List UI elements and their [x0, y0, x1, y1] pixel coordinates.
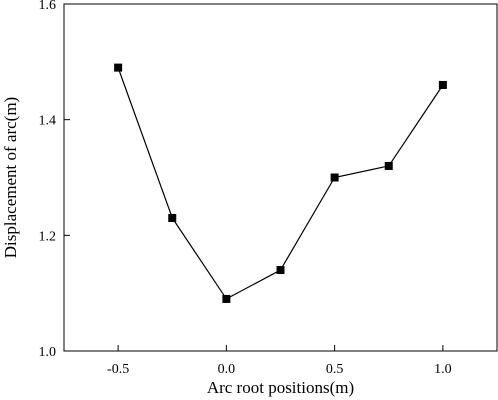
data-point — [384, 161, 393, 170]
data-point — [438, 80, 447, 89]
data-point — [222, 294, 231, 303]
plot-frame — [63, 3, 498, 352]
data-point — [168, 213, 177, 222]
data-point — [330, 173, 339, 182]
x-tick-label: 0.5 — [326, 362, 344, 377]
y-axis-label: Displacement of arc(m) — [1, 97, 20, 258]
x-tick-label: -0.5 — [107, 362, 129, 377]
y-tick-label: 1.4 — [39, 114, 57, 129]
data-point — [276, 266, 285, 275]
series-layer — [114, 63, 447, 303]
y-tick-label: 1.6 — [39, 0, 57, 13]
y-tick-label: 1.2 — [39, 229, 57, 244]
y-tick-label: 1.0 — [39, 345, 57, 360]
data-point — [114, 63, 123, 72]
x-axis-label: Arc root positions(m) — [207, 378, 354, 397]
y-axis: 1.0 1.2 1.4 1.6 — [39, 0, 70, 360]
series-line — [117, 67, 444, 300]
x-axis: -0.5 0.0 0.5 1.0 — [107, 345, 452, 377]
x-tick-label: 0.0 — [218, 362, 236, 377]
x-tick-label: 1.0 — [434, 362, 452, 377]
plot-area: -0.5 0.0 0.5 1.0 1.0 1.2 1.4 1.6 — [39, 0, 498, 377]
